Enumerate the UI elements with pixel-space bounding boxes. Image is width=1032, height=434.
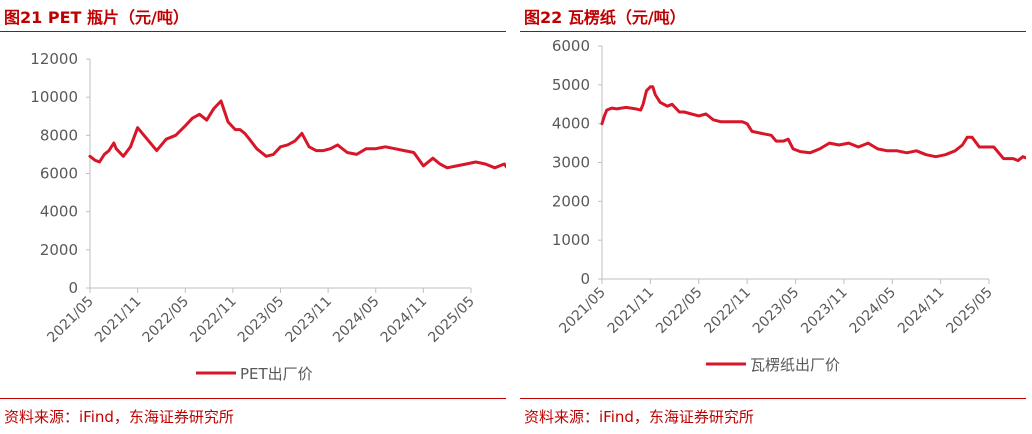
legend-label: 瓦楞纸出厂价 — [750, 356, 840, 374]
x-tick-label: 2023/11 — [283, 294, 335, 346]
source-divider — [520, 398, 1026, 399]
x-tick-label: 2024/05 — [330, 294, 382, 346]
series-line — [600, 85, 1026, 163]
x-tick-label: 2022/05 — [653, 285, 705, 337]
y-tick-label: 2000 — [40, 241, 78, 259]
x-tick-label: 2021/05 — [556, 285, 608, 337]
x-tick-label: 2023/11 — [798, 285, 850, 337]
title-divider — [0, 31, 506, 32]
chart-title: 图21 PET 瓶片（元/吨） — [4, 8, 189, 27]
title-divider — [520, 31, 1026, 32]
y-tick-label: 10000 — [30, 88, 78, 106]
y-tick-label: 6000 — [552, 37, 590, 55]
y-tick-label: 12000 — [30, 50, 78, 68]
x-tick-label: 2023/05 — [750, 285, 802, 337]
source-divider — [0, 398, 506, 399]
y-tick-label: 3000 — [552, 154, 590, 172]
x-tick-label: 2025/05 — [425, 294, 477, 346]
pet-line-chart: 0 2000 4000 6000 8000 10000 12000 2021/052021/1… — [30, 50, 506, 383]
y-tick-label: 6000 — [40, 165, 78, 183]
corrugated-line-chart: 01000200030004000500060002021/052021/112… — [552, 37, 1026, 374]
y-tick-label: 4000 — [552, 115, 590, 133]
x-tick-label: 2025/05 — [943, 285, 995, 337]
x-tick-label: 2023/05 — [235, 294, 287, 346]
y-tick-label: 0 — [68, 279, 78, 297]
x-tick-label: 2024/05 — [847, 285, 899, 337]
chart-title: 图22 瓦楞纸（元/吨） — [524, 8, 686, 27]
y-tick-label: 2000 — [552, 192, 590, 210]
y-tick-label: 8000 — [40, 126, 78, 144]
x-tick-label: 2022/11 — [702, 285, 754, 337]
x-tick-label: 2021/11 — [92, 294, 144, 346]
series-line — [88, 99, 506, 170]
y-tick-label: 5000 — [552, 76, 590, 94]
y-tick-label: 4000 — [40, 203, 78, 221]
x-tick-label: 2024/11 — [378, 294, 430, 346]
source-note: 资料来源：iFind，东海证券研究所 — [4, 408, 234, 426]
source-note: 资料来源：iFind，东海证券研究所 — [524, 408, 754, 426]
chart-panel-corrugated: 图22 瓦楞纸（元/吨） 0 1000 2000 3000 4000 5000 6000 20… — [520, 0, 1026, 434]
x-tick-label: 2022/05 — [140, 294, 192, 346]
y-tick-label: 0 — [580, 270, 590, 288]
y-tick-label: 1000 — [552, 231, 590, 249]
x-tick-label: 2024/11 — [895, 285, 947, 337]
x-tick-label: 2021/11 — [605, 285, 657, 337]
x-tick-label: 2022/11 — [187, 294, 239, 346]
legend-label: PET出厂价 — [240, 365, 313, 383]
chart-panel-pet: 图21 PET 瓶片（元/吨） 0 2000 4000 6000 8000 10000 12… — [0, 0, 506, 434]
x-tick-label: 2021/05 — [44, 294, 96, 346]
